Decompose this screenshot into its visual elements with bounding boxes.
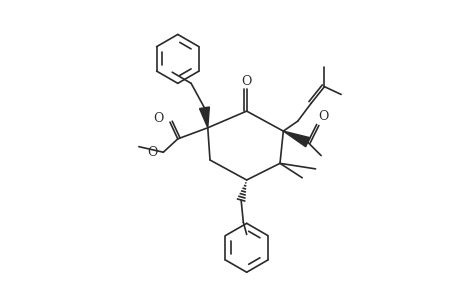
Text: O: O bbox=[318, 110, 328, 123]
Polygon shape bbox=[283, 131, 309, 147]
Polygon shape bbox=[199, 107, 209, 128]
Text: O: O bbox=[147, 146, 157, 159]
Text: O: O bbox=[153, 112, 163, 125]
Text: O: O bbox=[241, 75, 252, 88]
